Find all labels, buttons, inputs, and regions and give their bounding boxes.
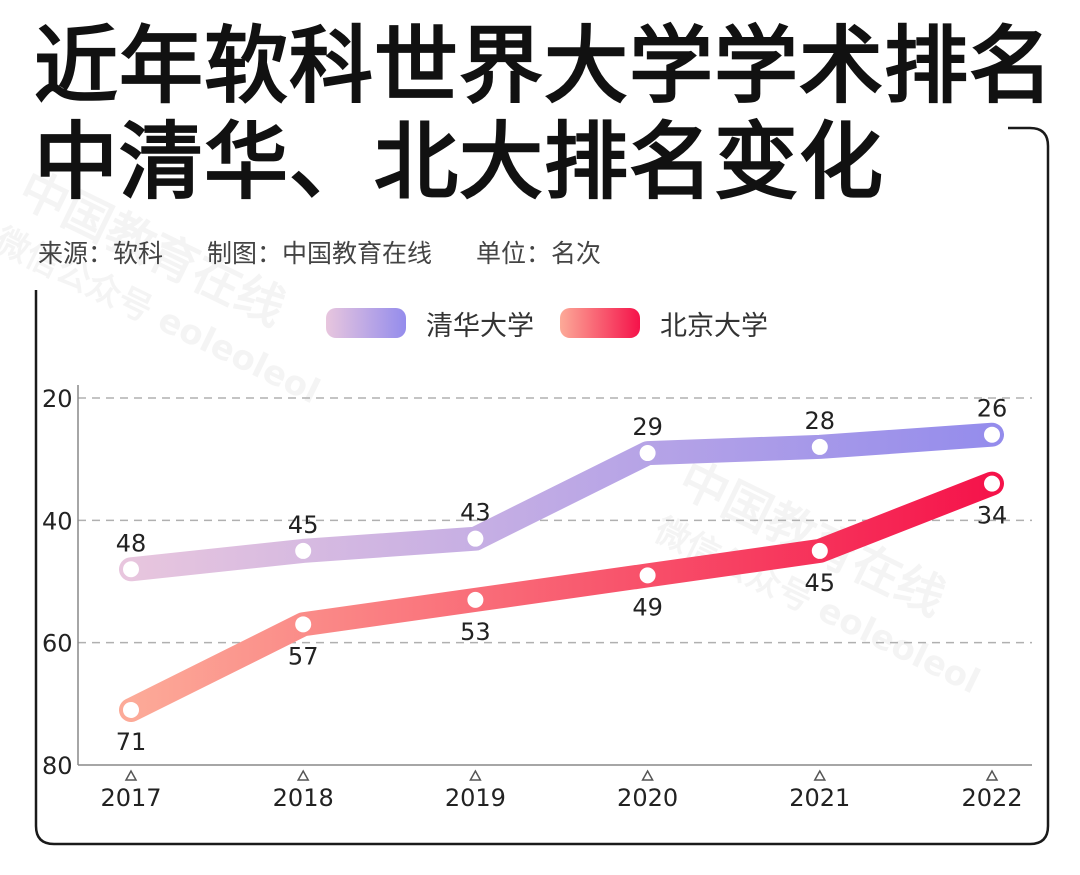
data-point-tsinghua-2019 (467, 530, 484, 547)
made-by-label: 制图：中国教育在线 (206, 239, 432, 268)
chart-meta: 来源：软科 制图：中国教育在线 单位：名次 (38, 234, 637, 270)
data-point-pku-2021 (811, 542, 828, 559)
data-point-tsinghua-2022 (984, 426, 1000, 443)
y-tick-label-20: 20 (42, 385, 73, 413)
x-tick-label-2020: 2020 (617, 784, 678, 812)
data-point-pku-2022 (984, 475, 1000, 492)
x-tick-label-2017: 2017 (100, 784, 161, 812)
data-point-pku-2017 (123, 701, 139, 718)
legend-label-pku: 北京大学 (660, 310, 768, 342)
x-tick-label-2022: 2022 (961, 784, 1022, 812)
data-point-tsinghua-2020 (639, 445, 656, 462)
data-label-pku-2017: 71 (116, 728, 147, 756)
data-point-pku-2018 (295, 616, 312, 633)
x-tick-marker-2019 (469, 769, 482, 781)
data-label-tsinghua-2019: 43 (460, 499, 491, 527)
data-label-tsinghua-2018: 45 (288, 511, 319, 539)
x-tick-label-2021: 2021 (789, 784, 850, 812)
data-label-tsinghua-2020: 29 (632, 413, 663, 441)
source-label: 来源：软科 (38, 239, 164, 268)
x-tick-marker-2017 (124, 769, 138, 781)
x-tick-marker-2018 (296, 769, 310, 781)
legend-label-tsinghua: 清华大学 (426, 310, 534, 342)
data-label-pku-2020: 49 (632, 593, 663, 621)
data-label-pku-2021: 45 (805, 569, 836, 597)
chart-legend: 清华大学 北京大学 (326, 304, 794, 343)
legend-swatch-tsinghua (326, 308, 406, 338)
y-tick-label-40: 40 (42, 507, 73, 535)
y-tick-label-80: 80 (42, 752, 73, 780)
chart-title: 近年软科世界大学学术排名 中清华、北大排名变化 (34, 18, 1054, 210)
data-point-pku-2019 (467, 591, 484, 608)
legend-swatch-pku (560, 308, 640, 338)
y-tick-label-60: 60 (42, 630, 73, 658)
data-label-pku-2022: 34 (977, 502, 1008, 530)
title-line-2: 中清华、北大排名变化 (34, 113, 885, 211)
legend-item-pku: 北京大学 (560, 304, 768, 343)
data-point-tsinghua-2018 (295, 542, 312, 559)
data-label-tsinghua-2017: 48 (116, 529, 147, 557)
x-tick-marker-2020 (641, 769, 654, 781)
data-point-tsinghua-2017 (123, 561, 139, 578)
legend-item-tsinghua: 清华大学 (326, 304, 534, 343)
data-label-pku-2018: 57 (288, 642, 319, 670)
series-line-pku (119, 471, 1004, 722)
title-line-1: 近年软科世界大学学术排名 (34, 17, 1055, 115)
series-line-tsinghua (119, 422, 1004, 582)
unit-label: 单位：名次 (475, 239, 601, 268)
x-tick-label-2019: 2019 (445, 784, 506, 812)
data-label-pku-2019: 53 (460, 618, 491, 646)
data-point-tsinghua-2021 (811, 438, 828, 455)
data-label-tsinghua-2022: 26 (977, 395, 1008, 423)
x-tick-marker-2021 (813, 769, 827, 781)
data-point-pku-2020 (639, 567, 656, 584)
data-label-tsinghua-2021: 28 (805, 407, 836, 435)
x-tick-label-2018: 2018 (273, 784, 334, 812)
x-tick-marker-2022 (985, 769, 999, 781)
